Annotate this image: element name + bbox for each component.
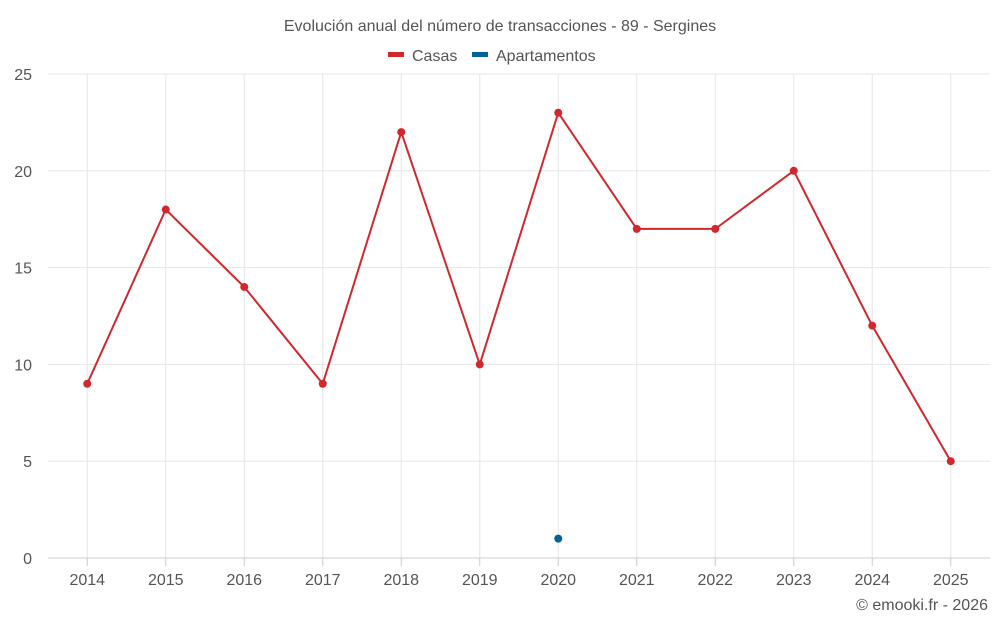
y-tick-label-0: 0 (23, 551, 32, 568)
point-casas-2022[interactable] (711, 224, 720, 233)
x-tick-label-2018: 2018 (383, 572, 419, 589)
point-casas-2019[interactable] (475, 360, 484, 369)
legend-item-casas[interactable]: Casas (388, 48, 457, 65)
legend: Casas Apartamentos (388, 48, 596, 65)
legend-swatch-apartamentos (472, 52, 488, 57)
point-casas-2014[interactable] (83, 379, 92, 388)
grid-layer (48, 73, 990, 558)
x-tick-label-2023: 2023 (776, 572, 812, 589)
y-tick-label-10: 10 (14, 357, 32, 374)
series-line-casas (86, 111, 952, 462)
chart-title: Evolución anual del número de transaccio… (284, 18, 716, 35)
point-casas-2015[interactable] (161, 205, 170, 214)
point-casas-2023[interactable] (789, 166, 798, 175)
series-casas (83, 108, 955, 466)
series-layer (83, 108, 955, 543)
y-tick-label-20: 20 (14, 164, 32, 181)
credit-text: © emooki.fr - 2026 (856, 597, 988, 614)
x-tick-label-2014: 2014 (69, 572, 105, 589)
point-casas-2016[interactable] (240, 282, 249, 291)
point-casas-2025[interactable] (946, 457, 955, 466)
legend-item-apartamentos[interactable]: Apartamentos (472, 48, 596, 65)
x-tick-label-2016: 2016 (226, 572, 262, 589)
legend-label-casas: Casas (412, 48, 457, 65)
x-tick-label-2020: 2020 (540, 572, 576, 589)
point-casas-2017[interactable] (318, 379, 327, 388)
point-casas-2021[interactable] (632, 224, 641, 233)
x-tick-label-2019: 2019 (462, 572, 498, 589)
x-tick-label-2022: 2022 (697, 572, 733, 589)
legend-label-apartamentos: Apartamentos (496, 48, 596, 65)
y-tick-label-25: 25 (14, 67, 32, 84)
legend-swatch-casas (388, 52, 404, 57)
point-apartamentos-2020[interactable] (554, 534, 563, 543)
x-tick-label-2017: 2017 (305, 572, 341, 589)
x-tick-label-2021: 2021 (619, 572, 655, 589)
y-tick-label-5: 5 (23, 454, 32, 471)
x-tick-label-2024: 2024 (854, 572, 890, 589)
x-tick-label-2015: 2015 (148, 572, 184, 589)
x-tick-label-2025: 2025 (933, 572, 969, 589)
point-casas-2020[interactable] (554, 108, 563, 117)
point-casas-2018[interactable] (397, 128, 406, 137)
point-casas-2024[interactable] (868, 321, 877, 330)
series-apartamentos (554, 534, 563, 543)
y-tick-label-15: 15 (14, 261, 32, 278)
